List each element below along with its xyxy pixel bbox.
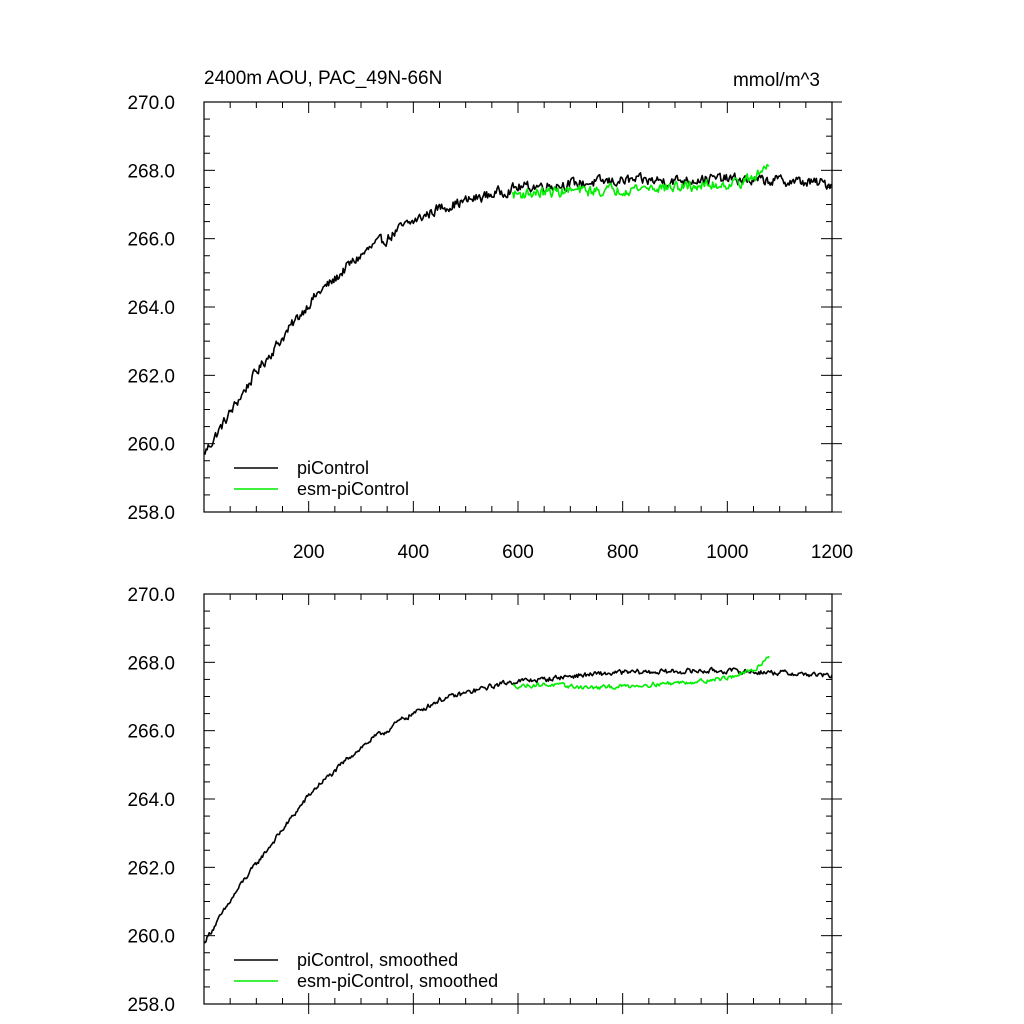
- x-tick-label: 800: [607, 542, 639, 563]
- y-tick-label: 270.0: [127, 93, 175, 114]
- chart-title: 2400m AOU, PAC_49N-66N: [204, 68, 442, 89]
- series-line-esm-picontrol: [512, 655, 770, 690]
- y-tick-label: 258.0: [127, 995, 175, 1016]
- y-tick-label: 258.0: [127, 503, 175, 524]
- x-tick-label: 600: [502, 542, 534, 563]
- series-line-picontrol: [204, 666, 832, 944]
- y-tick-label: 264.0: [127, 298, 175, 319]
- y-tick-label: 264.0: [127, 790, 175, 811]
- y-tick-label: 270.0: [127, 585, 175, 606]
- y-tick-label: 262.0: [127, 366, 175, 387]
- plot-frame: [203, 101, 833, 513]
- legend-label: esm-piControl, smoothed: [297, 971, 498, 991]
- y-tick-label: 260.0: [127, 927, 175, 948]
- y-tick-label: 266.0: [127, 230, 175, 251]
- x-tick-label: 400: [397, 542, 429, 563]
- x-tick-label: 200: [293, 542, 325, 563]
- y-tick-label: 268.0: [127, 161, 175, 182]
- legend-label: piControl: [297, 458, 369, 478]
- x-tick-label: 1200: [811, 542, 853, 563]
- x-tick-label: 1000: [706, 542, 748, 563]
- legend-label: esm-piControl: [297, 479, 409, 499]
- series-line-esm-picontrol: [512, 163, 770, 199]
- y-tick-label: 268.0: [127, 653, 175, 674]
- legend-label: piControl, smoothed: [297, 950, 458, 970]
- plot-frame: [203, 593, 833, 1005]
- y-tick-label: 266.0: [127, 722, 175, 743]
- y-tick-label: 262.0: [127, 858, 175, 879]
- series-line-picontrol: [204, 172, 832, 455]
- units-label: mmol/m^3: [733, 70, 820, 91]
- bottom-panel: 258.0 260.0 262.0 264.0 266.0 268.0 270.0 piCon…: [127, 585, 842, 1016]
- y-tick-label: 260.0: [127, 435, 175, 456]
- top-panel: 258.0 260.0 262.0 264.0 266.0 268.0 270.0 200 40…: [127, 93, 853, 563]
